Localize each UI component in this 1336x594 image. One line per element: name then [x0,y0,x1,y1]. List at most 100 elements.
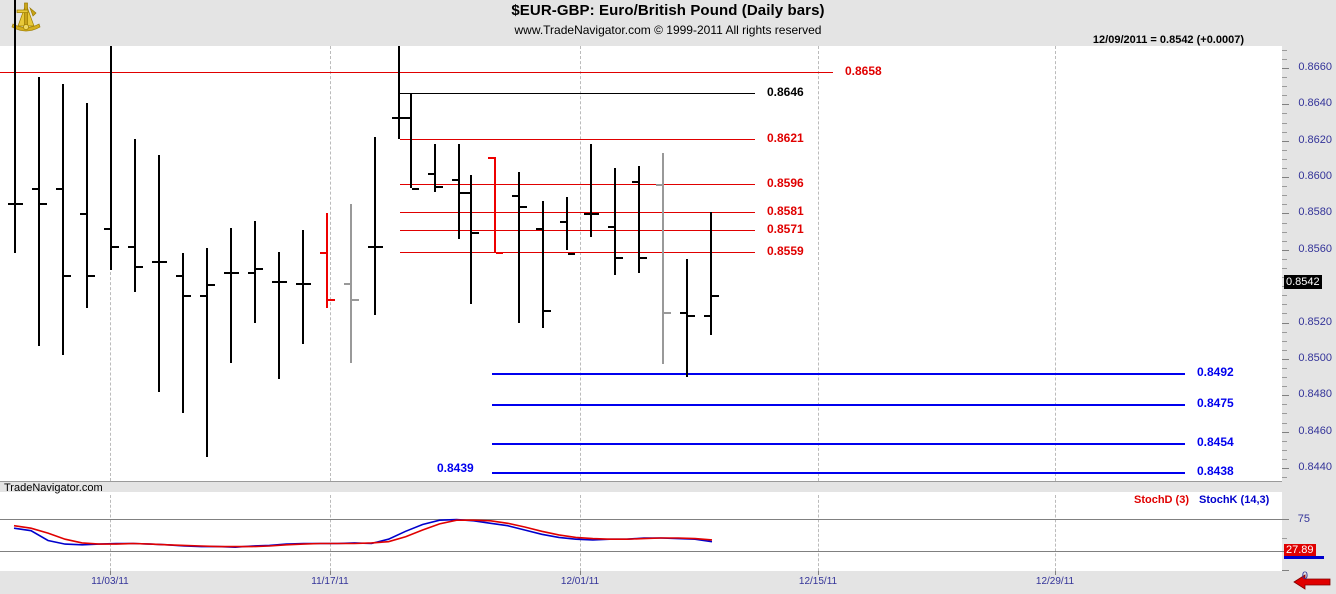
ohlc-close-tick [712,295,719,298]
ohlc-open-tick [248,271,255,274]
vertical-gridline [330,46,331,481]
price-axis-minor-tick [1282,404,1287,406]
ohlc-open-tick [392,117,399,120]
date-axis-label: 12/29/11 [1035,576,1075,587]
current-price-marker: 0.8542 [1284,274,1322,289]
trade-navigator-sextant-logo [11,2,41,32]
ohlc-bar-range [62,84,64,356]
ohlc-close-tick [436,186,443,189]
vertical-gridline [580,495,581,571]
price-axis-tick [1282,177,1289,179]
vertical-gridline [330,495,331,571]
indicator-axis-label-75: 75 [1297,513,1310,525]
price-axis-label: 0.8440 [1298,461,1332,473]
ohlc-close-tick [208,284,215,287]
date-axis-tick [330,571,331,575]
price-axis-minor-tick [1282,258,1287,260]
price-axis-minor-tick [1282,477,1287,479]
date-axis-tick [580,571,581,575]
price-axis-tick [1282,213,1289,215]
ohlc-open-tick [104,228,111,230]
ohlc-open-tick [608,226,615,229]
ohlc-bar-range [350,204,352,363]
price-axis-minor-tick [1282,231,1287,233]
ohlc-open-tick [584,213,591,216]
black-level-line[interactable] [400,93,755,95]
ohlc-open-tick [428,173,435,176]
price-chart-pane[interactable]: 0.8658 0.8621 0.8596 0.8581 0.8571 0.8559 0.86… [0,0,1282,482]
price-axis[interactable]: 0.8660 0.8640 0.8620 0.8600 0.8580 0.8560 0.85… [1282,46,1336,482]
price-axis-minor-tick [1282,204,1287,206]
ohlc-bar-range [374,137,376,316]
price-axis-minor-tick [1282,58,1287,60]
ohlc-open-tick [656,184,663,187]
ohlc-bar-range [302,229,304,345]
ohlc-close-tick [232,271,239,274]
red-level-label: 0.8559 [767,243,804,258]
ohlc-close-tick [472,231,479,234]
ohlc-close-tick [256,268,263,270]
price-axis-minor-tick [1282,122,1287,124]
price-axis-minor-tick [1282,240,1287,242]
ohlc-close-tick [544,309,551,312]
price-axis-minor-tick [1282,458,1287,460]
ohlc-close-tick [496,251,503,254]
price-axis-tick [1282,322,1289,324]
price-axis-minor-tick [1282,95,1287,97]
stochd-line [13,519,713,548]
blue-level-line[interactable] [492,471,1185,474]
pane-divider [0,482,1336,495]
ohlc-close-tick [64,275,71,278]
ohlc-bar-range [662,153,664,365]
blue-level-line[interactable] [492,373,1185,376]
ohlc-bar-range [38,77,40,347]
date-axis-tick [1055,571,1056,575]
red-level-line[interactable] [400,138,755,140]
ohlc-bar-range [86,102,88,308]
price-axis-minor-tick [1282,149,1287,151]
stochastic-indicator-pane[interactable] [0,495,1282,571]
legend-stochk[interactable]: StochK (14,3) [1199,494,1270,506]
legend-stochd[interactable]: StochD (3) [1134,494,1189,506]
ohlc-bar-range [542,200,544,328]
price-axis-label: 0.8640 [1298,97,1332,110]
ohlc-bar-range [470,175,472,305]
scroll-right-arrow-icon[interactable] [1292,572,1332,592]
price-axis-label: 0.8620 [1298,133,1332,146]
date-axis-tick [818,571,819,575]
ohlc-bar-range [410,93,412,188]
date-axis-tick [110,571,111,575]
ohlc-bar-range [566,197,568,250]
ohlc-open-tick [404,117,411,120]
price-axis-label: 0.8580 [1298,206,1332,219]
price-axis-minor-tick [1282,268,1287,269]
indicator-current-value: 27.89 [1284,544,1316,556]
indicator-reference-line [0,519,1282,520]
price-axis-tick [1282,431,1289,433]
ohlc-close-tick [16,202,23,205]
red-level-line[interactable] [400,229,755,231]
blue-level-line[interactable] [492,404,1185,407]
price-axis-label: 0.8460 [1298,424,1332,437]
ohlc-open-tick [32,188,39,190]
blue-level-line[interactable] [492,442,1185,445]
ohlc-close-tick [352,298,359,301]
ohlc-open-tick [452,178,459,181]
red-level-line[interactable] [400,251,755,253]
red-level-line[interactable] [0,71,833,73]
ohlc-close-tick [568,253,575,256]
price-axis-minor-tick [1282,340,1287,342]
ohlc-open-tick [536,228,543,230]
price-axis-minor-tick [1282,377,1287,379]
indicator-axis[interactable]: 75 27.89 [1282,495,1336,571]
red-level-line[interactable] [400,211,755,213]
date-axis[interactable]: 11/03/11 11/17/11 12/01/11 12/15/11 12/29/11 [0,571,1336,594]
ohlc-bar-range [686,258,688,378]
price-axis-label: 0.8600 [1298,170,1332,183]
ohlc-open-tick [296,282,303,285]
ohlc-close-tick [280,280,287,283]
red-level-line[interactable] [400,184,755,186]
price-axis-minor-tick [1282,168,1287,169]
price-axis-minor-tick [1282,77,1287,79]
blue-level-label: 0.8438 [1197,463,1234,478]
